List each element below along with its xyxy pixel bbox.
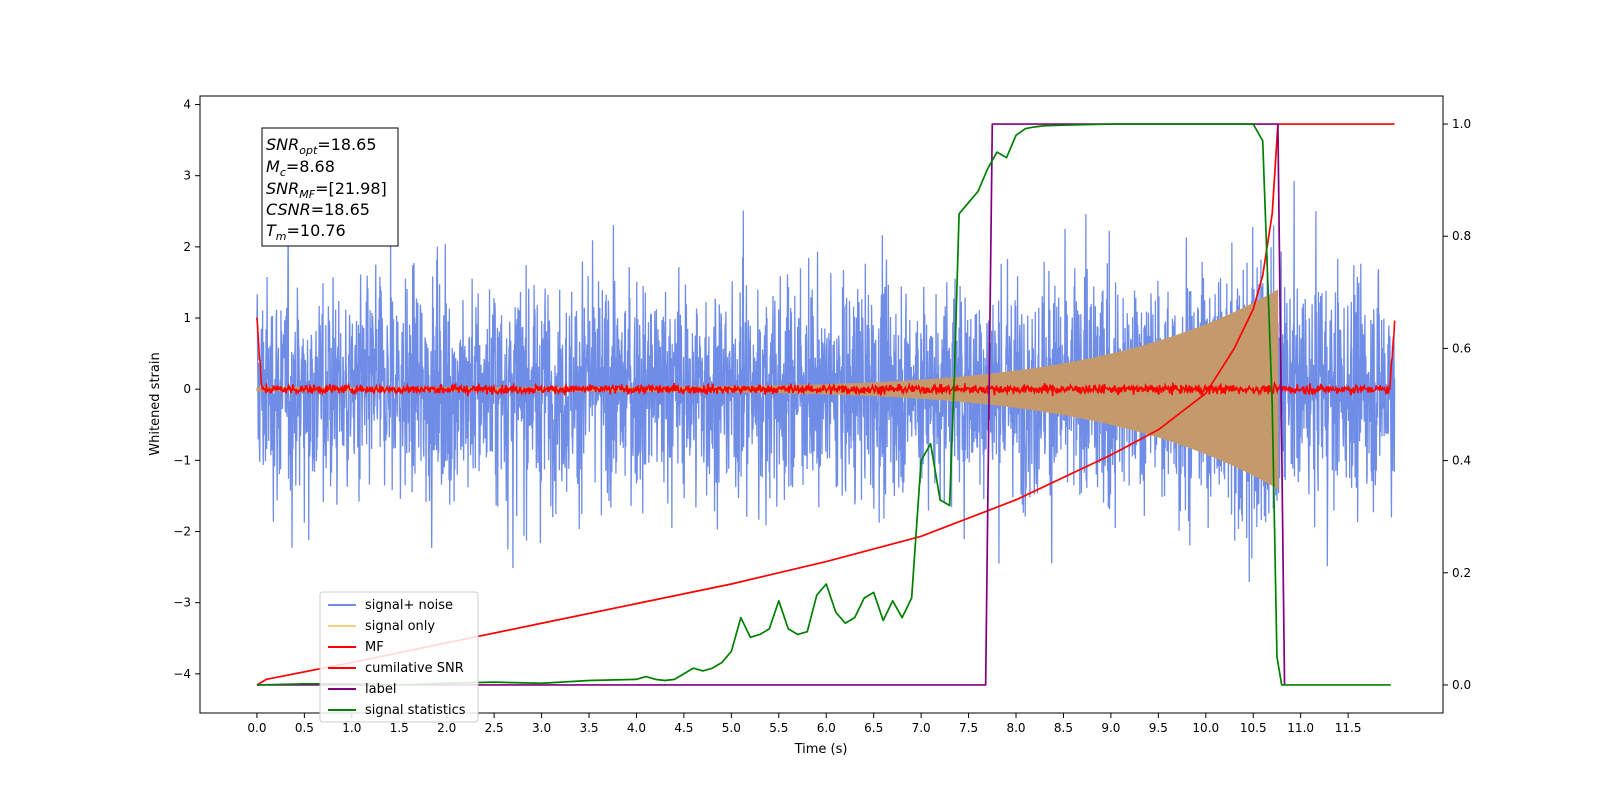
x-tick-label: 6.0 [817,721,836,735]
x-tick-label: 6.5 [864,721,883,735]
x-tick-label: 9.0 [1101,721,1120,735]
x-axis: 0.0 0.5 1.0 1.5 2.0 2.5 3.0 3.5 4.0 4.5 5.0 5.5 6.0 6… [247,713,1361,735]
x-tick-label: 8.5 [1054,721,1073,735]
x-tick-label: 0.0 [247,721,266,735]
y-tick-label: −2 [173,525,191,539]
x-tick-label: 5.5 [769,721,788,735]
legend-entry: signal statistics [365,703,466,718]
x-tick-label: 7.5 [959,721,978,735]
y-tick-label: 2 [183,240,191,254]
x-axis-label: Time (s) [794,742,848,757]
x-tick-label: 11.5 [1335,721,1362,735]
x-tick-label: 10.0 [1192,721,1219,735]
legend-entry: label [365,682,396,697]
y-tick-label: −1 [173,453,191,467]
legend-entry: MF [365,640,384,655]
y-axis-right: 0.0 0.2 0.4 0.6 0.8 1.0 [1443,117,1471,692]
x-tick-label: 1.0 [342,721,361,735]
x-tick-label: 4.0 [627,721,646,735]
x-tick-label: 8.0 [1006,721,1025,735]
legend-frame [319,591,479,723]
series-mf [256,317,1396,397]
annotation-csnr: CSNR=18.65 [266,200,370,219]
y2-tick-label: 0.6 [1452,341,1471,355]
y-tick-label: 1 [183,311,191,325]
x-tick-label: 3.0 [532,721,551,735]
annotation-box: SNRopt=18.65 Mc=8.68 SNRMF=[21.98] CSNR=… [261,127,399,247]
x-tick-label: 2.5 [485,721,504,735]
legend-entry: signal+ noise [365,598,453,613]
y-axis-label: Whitened strain [148,352,163,455]
plot-frame [199,95,1444,714]
x-tick-label: 2.0 [437,721,456,735]
y2-tick-label: 0.8 [1452,229,1471,243]
x-tick-label: 3.5 [579,721,598,735]
series-signal-only [256,289,1279,489]
x-tick-label: 4.5 [674,721,693,735]
x-tick-label: 11.0 [1287,721,1314,735]
y-tick-label: 0 [183,382,191,396]
y-axis-left: −4 −3 −2 −1 0 1 2 3 4 [173,98,200,681]
annotation-tm: Tm=10.76 [266,221,346,243]
x-tick-label: 9.5 [1149,721,1168,735]
y2-tick-label: 1.0 [1452,117,1471,131]
x-tick-label: 5.0 [722,721,741,735]
legend-entry: signal only [365,619,435,634]
annotation-frame [261,127,399,247]
x-tick-label: 1.5 [390,721,409,735]
y2-tick-label: 0.2 [1452,566,1471,580]
series-label [256,123,1286,686]
x-tick-label: 7.0 [912,721,931,735]
annotation-snr-mf: SNRMF=[21.98] [266,179,387,201]
legend-entry: cumilative SNR [365,661,464,676]
series-signal-statistics [256,123,1391,686]
y-tick-label: −3 [173,596,191,610]
y2-tick-label: 0.0 [1452,678,1471,692]
legend: signal+ noise signal only MF cumilative SNR… [319,591,479,723]
annotation-snr-opt: SNRopt=18.65 [266,135,377,157]
y2-tick-label: 0.4 [1452,454,1471,468]
y-tick-label: 4 [183,98,191,112]
y-tick-label: 3 [183,169,191,183]
x-tick-label: 10.5 [1240,721,1267,735]
x-tick-label: 0.5 [295,721,314,735]
annotation-mc: Mc=8.68 [266,157,335,179]
y-tick-label: −4 [173,667,191,681]
